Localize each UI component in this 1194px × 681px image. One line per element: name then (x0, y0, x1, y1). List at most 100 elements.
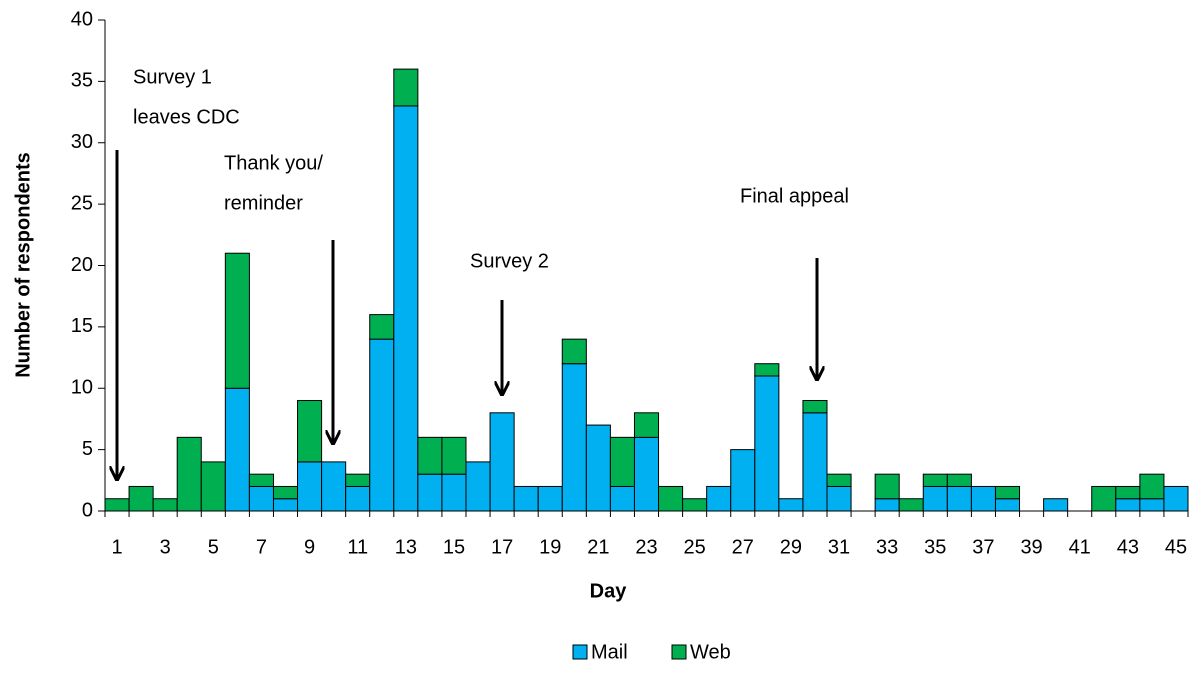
bar-segment (802, 400, 828, 414)
bar-segment (1115, 498, 1141, 512)
bar-segment (297, 400, 323, 463)
bar-segment (393, 68, 419, 107)
bar-segment (994, 498, 1021, 512)
bar-segment (128, 485, 154, 512)
x-tick-label: 21 (587, 536, 609, 558)
y-tick-label: 0 (82, 499, 93, 521)
x-tick-label: 27 (732, 536, 754, 558)
bar-segment (248, 485, 274, 512)
y-tick-label: 35 (71, 70, 93, 92)
x-tick-label: 19 (539, 536, 561, 558)
bar-segment (441, 473, 467, 512)
bar-segment (369, 338, 395, 512)
bar-segment (417, 436, 443, 475)
bar-segment (946, 485, 972, 512)
bar-segment (730, 449, 756, 512)
bar-segment (393, 105, 419, 512)
bar-segment (802, 412, 828, 512)
annotation: reminder (224, 192, 303, 214)
bar-segment (441, 436, 467, 475)
bar-segment (922, 485, 948, 512)
x-tick-label: 39 (1020, 536, 1042, 558)
bar-segment (104, 498, 130, 512)
bar-segment (1115, 485, 1141, 500)
bar-segment (826, 473, 852, 487)
x-tick-label: 35 (924, 536, 946, 558)
bar-segment (152, 498, 178, 512)
bar-segment (1139, 498, 1165, 512)
bar-segment (537, 485, 563, 512)
x-tick-label: 41 (1069, 536, 1091, 558)
bar-segment (513, 485, 539, 512)
bar-segment (176, 436, 202, 512)
annotation: Thank you/ (224, 152, 323, 174)
legend-label: Mail (591, 641, 628, 663)
arrows (117, 150, 817, 478)
bar-segment (754, 363, 780, 377)
bar-segment (970, 485, 996, 512)
bar-segment (200, 461, 226, 512)
bar-segment (272, 485, 299, 500)
y-tick-label: 5 (82, 438, 93, 460)
legend-label: Web (690, 641, 731, 663)
bar-segment (682, 498, 708, 512)
x-tick-label: 31 (828, 536, 850, 558)
bar-segment (585, 424, 611, 512)
x-tick-label: 11 (347, 536, 368, 558)
bar-segment (898, 498, 924, 512)
x-tick-label: 3 (160, 536, 171, 558)
x-tick-label: 29 (780, 536, 802, 558)
bar-segment (224, 252, 250, 389)
y-tick-label: 20 (71, 254, 93, 276)
bar-segment (1091, 485, 1117, 512)
bar-segment (874, 473, 900, 500)
x-tick-label: 17 (491, 536, 513, 558)
bar-segment (1139, 473, 1165, 500)
bar-segment (922, 473, 948, 487)
bar-segment (609, 436, 635, 487)
bar-segment (874, 498, 900, 512)
x-tick-label: 5 (208, 536, 219, 558)
y-tick-label: 40 (71, 8, 93, 30)
bar-segment (994, 485, 1021, 500)
x-tick-label: 43 (1117, 536, 1139, 558)
bar-segment (321, 461, 347, 512)
x-tick-label: 13 (395, 536, 417, 558)
legend-swatch (671, 644, 687, 660)
bar-segment (633, 412, 660, 438)
bar-segment (489, 412, 515, 512)
bar-segment (609, 485, 635, 512)
bar-segment (297, 461, 323, 512)
y-axis-title: Number of respondents (12, 152, 34, 378)
x-tick-label: 1 (111, 536, 122, 558)
bar-segment (706, 485, 732, 512)
annotation: Survey 1 (133, 66, 212, 88)
bar-segment (345, 485, 371, 512)
x-axis-title: Day (590, 580, 628, 602)
bar-segment (345, 473, 371, 487)
legend-swatch (572, 644, 588, 660)
x-tick-label: 9 (304, 536, 315, 558)
y-tick-label: 25 (71, 192, 93, 214)
bar-segment (272, 498, 299, 512)
x-tick-label: 7 (256, 536, 267, 558)
bar-segment (248, 473, 274, 487)
x-tick-label: 15 (443, 536, 465, 558)
x-tick-label: 23 (635, 536, 657, 558)
bar-segment (561, 338, 587, 365)
bar-segment (417, 473, 443, 512)
bar-segment (826, 485, 852, 512)
x-tick-label: 37 (972, 536, 994, 558)
bar-segment (658, 485, 684, 512)
annotation: Final appeal (740, 185, 849, 207)
bar-segment (1043, 498, 1069, 512)
bar-segment (754, 375, 780, 512)
x-tick-label: 33 (876, 536, 898, 558)
bar-segment (1163, 485, 1189, 512)
bar-segment (633, 436, 660, 512)
bar-segment (224, 387, 250, 512)
x-tick-label: 45 (1165, 536, 1187, 558)
annotation: Survey 2 (470, 250, 549, 272)
y-tick-label: 10 (71, 377, 93, 399)
